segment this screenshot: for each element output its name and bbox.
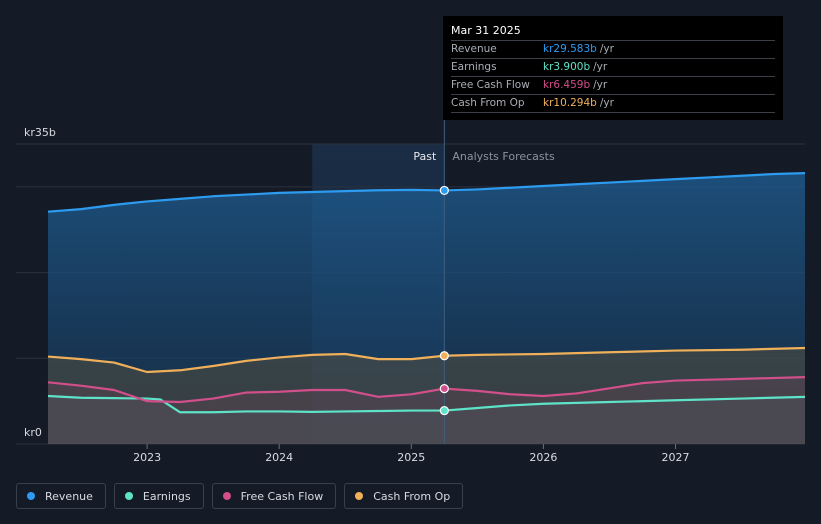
marker-free-cash-flow — [439, 384, 449, 394]
forecast-label: Analysts Forecasts — [452, 150, 555, 163]
tooltip-unit: /yr — [593, 79, 608, 91]
x-axis-ticks: 2023 2024 2025 2026 2027 — [133, 444, 690, 464]
legend-item-revenue[interactable]: Revenue — [16, 483, 106, 509]
past-label: Past — [413, 150, 437, 163]
legend-dot-icon — [124, 492, 133, 500]
x-tick-label: 2025 — [397, 451, 425, 464]
line-revenue — [47, 172, 806, 213]
hover-markers — [439, 185, 449, 416]
line-earnings — [47, 394, 806, 414]
tooltip-row-cash-from-op: Cash From Op kr10.294b/yr — [451, 95, 775, 113]
legend-label: Earnings — [142, 489, 191, 503]
legend-label: Revenue — [45, 489, 93, 503]
legend-label: Cash From Op — [373, 489, 451, 503]
marker-cash-from-op — [439, 351, 449, 361]
tooltip-row-revenue: Revenue kr29.583b/yr — [451, 41, 775, 59]
tooltip-date: Mar 31 2025 — [451, 22, 775, 41]
tooltip: Mar 31 2025 Revenue kr29.583b/yr Earning… — [443, 16, 783, 120]
tooltip-value: kr3.900b — [543, 61, 591, 73]
legend-dot-icon — [222, 492, 231, 500]
area-earnings — [48, 396, 805, 444]
x-tick-label: 2027 — [662, 451, 690, 464]
tooltip-value: kr6.459b — [543, 79, 591, 91]
legend: Revenue Earnings Free Cash Flow Cash Fro… — [16, 483, 464, 511]
marker-earnings — [439, 405, 449, 416]
tooltip-label: Earnings — [451, 61, 497, 73]
legend-item-free-cash-flow[interactable]: Free Cash Flow — [211, 483, 337, 509]
tooltip-value: kr10.294b — [543, 97, 597, 109]
tooltip-row-earnings: Earnings kr3.900b/yr — [451, 59, 775, 77]
marker-revenue — [439, 185, 449, 196]
series-areas — [48, 173, 805, 444]
line-cash-from-op — [47, 346, 806, 374]
tooltip-label: Revenue — [451, 43, 497, 55]
series-lines — [47, 172, 806, 414]
legend-label: Free Cash Flow — [240, 489, 324, 503]
legend-dot-icon — [355, 492, 364, 500]
tooltip-label: Cash From Op — [451, 97, 525, 109]
tooltip-label: Free Cash Flow — [451, 79, 530, 91]
legend-dot-icon — [27, 492, 35, 500]
x-tick-label: 2023 — [133, 451, 161, 464]
tooltip-value: kr29.583b — [543, 43, 597, 55]
x-tick-label: 2024 — [265, 451, 293, 464]
tooltip-row-free-cash-flow: Free Cash Flow kr6.459b/yr — [451, 77, 775, 95]
y-axis-top-label: kr35b — [24, 126, 56, 139]
tooltip-unit: /yr — [599, 97, 614, 109]
legend-item-earnings[interactable]: Earnings — [113, 483, 204, 509]
line-free-cash-flow — [47, 376, 806, 404]
y-axis-bottom-label: kr0 — [24, 426, 42, 439]
area-cash-from-op — [48, 348, 805, 444]
x-tick-label: 2026 — [529, 451, 557, 464]
tooltip-unit: /yr — [593, 61, 608, 73]
area-revenue — [48, 173, 805, 444]
tooltip-unit: /yr — [599, 43, 614, 55]
legend-item-cash-from-op[interactable]: Cash From Op — [344, 483, 464, 509]
